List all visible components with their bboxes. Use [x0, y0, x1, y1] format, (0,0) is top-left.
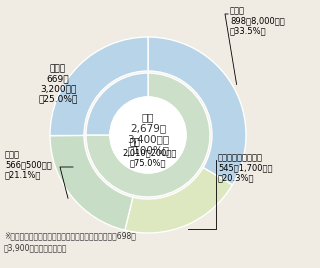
Text: 3,400万円: 3,400万円 [127, 134, 169, 144]
Text: 3,200万円: 3,200万円 [40, 84, 76, 93]
Text: 人件費: 人件費 [230, 6, 245, 15]
Text: 総額: 総額 [142, 112, 154, 122]
Text: ※交付税及び譲与税配付金特別会計繰入のための経費698億: ※交付税及び譲与税配付金特別会計繰入のための経費698億 [4, 231, 136, 240]
Wedge shape [125, 168, 232, 233]
Wedge shape [86, 73, 148, 135]
Text: （21.1%）: （21.1%） [5, 170, 41, 179]
Text: 補助金: 補助金 [50, 64, 66, 73]
Text: （25.0%）: （25.0%） [38, 94, 78, 103]
Text: （75.0%）: （75.0%） [130, 158, 166, 167]
Text: （20.3%）: （20.3%） [218, 173, 254, 182]
Text: 898億8,000万円: 898億8,000万円 [230, 16, 285, 25]
Text: 国費: 国費 [130, 138, 141, 147]
Text: 装備・通信・施設費: 装備・通信・施設費 [218, 153, 263, 162]
Text: （33.5%）: （33.5%） [230, 26, 267, 35]
Text: （100%）: （100%） [127, 145, 169, 155]
Text: 3,900万円を除いたもの: 3,900万円を除いたもの [4, 243, 68, 252]
Text: その他: その他 [5, 150, 20, 159]
Circle shape [110, 97, 186, 173]
Text: 566億500万円: 566億500万円 [5, 160, 52, 169]
Text: 2,679億: 2,679億 [130, 123, 166, 133]
Wedge shape [50, 135, 133, 230]
Text: 545億1,700万円: 545億1,700万円 [218, 163, 273, 172]
Wedge shape [148, 37, 246, 185]
Wedge shape [86, 73, 210, 197]
Text: 2,010億200万円: 2,010億200万円 [122, 148, 176, 157]
Text: 669億: 669億 [47, 74, 69, 83]
Wedge shape [50, 37, 148, 136]
